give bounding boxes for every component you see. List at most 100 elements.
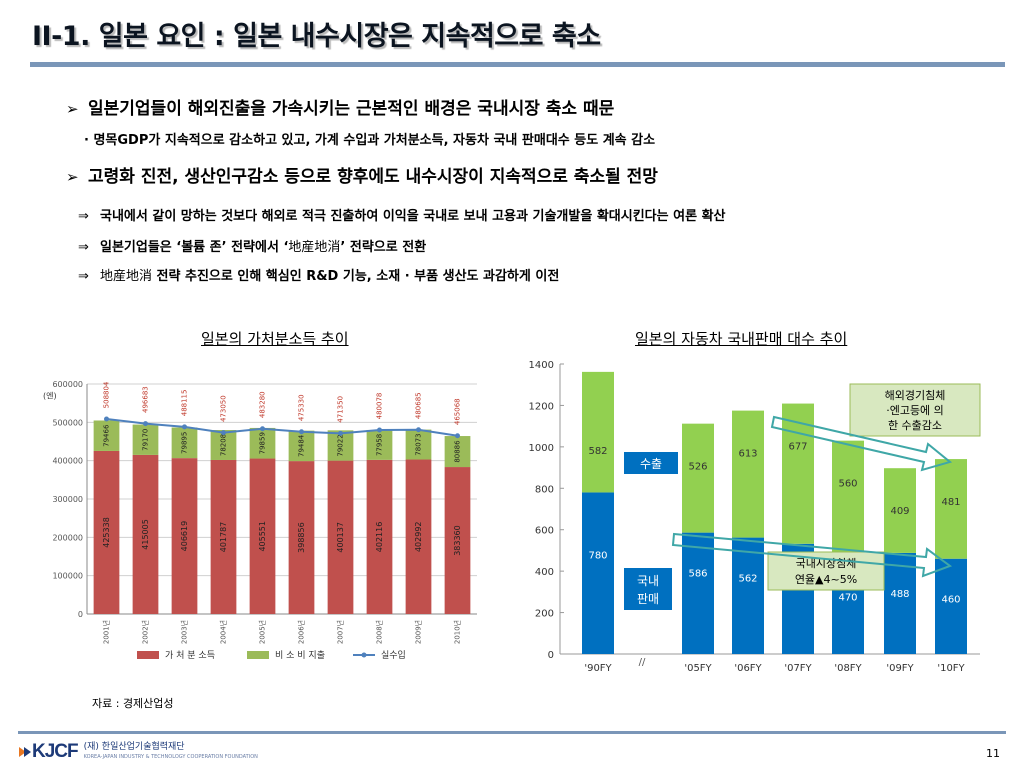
callout-domestic-line2: 연율▲4~5% xyxy=(795,573,857,586)
arrow-line-3: ⇒ 地産地消 전략 추진으로 인해 핵심인 R&D 기능, 소재 · 부품 생산도… xyxy=(78,265,559,284)
data-label-domestic-sales: 488 xyxy=(890,589,909,600)
bar-exports xyxy=(582,371,614,493)
callout-box-exports xyxy=(849,383,981,437)
bullet-1-text: 일본기업들이 해외진출을 가속시키는 근본적인 배경은 국내시장 축소 때문 xyxy=(88,99,615,119)
x-tick-label: '06FY xyxy=(734,663,762,674)
data-label-non-consumption: 77958 xyxy=(376,434,384,456)
data-label-disposable-income: 402116 xyxy=(375,522,384,553)
y-tick-label: 200 xyxy=(535,609,554,620)
real-income-point xyxy=(416,427,421,433)
arrow-line-2: ⇒ 일본기업들은 ‘볼륨 존’ 전략에서 ‘地産地消’ 전략으로 전환 xyxy=(78,236,426,255)
bar-non-consumption xyxy=(249,427,276,459)
data-label-disposable-income: 383360 xyxy=(453,525,462,556)
legend-label-disposable-income: 가 처 분 소득 xyxy=(165,649,215,661)
arrow-line-3-part-b: 전략 추진으로 인해 핵심인 R&D 기능, 소재 · 부품 생산도 과감하게 … xyxy=(152,269,560,284)
real-income-point xyxy=(143,421,148,427)
real-income-point xyxy=(299,429,304,435)
bar-disposable-income xyxy=(171,458,198,614)
kjcf-org-name-en: KOREA-JAPAN INDUSTRY & TECHNOLOGY COOPER… xyxy=(83,754,258,760)
bullet-arrow-icon: ➢ xyxy=(66,100,79,118)
data-label-disposable-income: 425338 xyxy=(102,517,111,548)
label-exports: 수출 xyxy=(640,457,662,471)
bar-non-consumption xyxy=(132,424,159,455)
y-tick-label: 200000 xyxy=(52,533,83,542)
bar-disposable-income xyxy=(327,460,354,614)
x-tick-label: 2007년 xyxy=(336,620,345,644)
bar-disposable-income xyxy=(249,458,276,614)
callout-exports-line3: 한 수출감소 xyxy=(888,419,942,432)
bullet-1-sub: · 명목GDP가 지속적으로 감소하고 있고, 가계 수입과 가처분소득, 자동… xyxy=(84,133,656,148)
data-label-real-income: 480078 xyxy=(376,393,384,420)
bar-domestic-sales xyxy=(682,532,714,654)
y-tick-label: 600000 xyxy=(52,380,83,389)
x-tick-label: 2005년 xyxy=(258,620,267,644)
data-label-real-income: 496683 xyxy=(142,386,150,413)
legend-label-non-consumption: 비 소 비 지출 xyxy=(275,650,325,661)
real-income-point xyxy=(221,430,226,436)
x-tick-label: 2010년 xyxy=(453,620,462,644)
x-tick-label: '10FY xyxy=(937,663,965,674)
kjcf-logo-icon xyxy=(19,747,31,757)
bullet-1: ➢ 일본기업들이 해외진출을 가속시키는 근본적인 배경은 국내시장 축소 때문 xyxy=(66,94,614,119)
y-tick-label: 800 xyxy=(535,484,554,495)
y-tick-label: 1000 xyxy=(529,443,554,454)
y-tick-label: 100000 xyxy=(52,572,83,581)
right-chart-title: 일본의 자동차 국내판매 대수 추이 xyxy=(635,330,848,348)
data-label-non-consumption: 79859 xyxy=(259,432,267,454)
axis-break-mark: // xyxy=(639,657,646,668)
x-tick-label: 2002년 xyxy=(141,620,150,644)
bar-non-consumption xyxy=(444,436,471,468)
trend-arrow-exports xyxy=(770,415,953,472)
data-label-exports: 582 xyxy=(588,446,607,457)
label-domestic-line2: 판매 xyxy=(637,592,659,606)
left-chart-title: 일본의 가처분소득 추이 xyxy=(201,330,349,348)
arrow-line-1: ⇒ 국내에서 같이 망하는 것보다 해외로 적극 진출하여 이익을 국내로 보내 … xyxy=(78,205,725,224)
label-box-exports xyxy=(624,452,678,474)
data-label-disposable-income: 400137 xyxy=(336,522,345,553)
data-label-disposable-income: 405551 xyxy=(258,521,267,552)
bar-domestic-sales xyxy=(935,558,967,654)
data-label-real-income: 465068 xyxy=(454,398,462,425)
bar-non-consumption xyxy=(366,429,393,460)
data-label-exports: 677 xyxy=(788,442,807,453)
car-sales-chart: 0 200 400 600 800 1000 1200 1400 780 582 '90FY 586 5… xyxy=(529,360,981,674)
data-label-domestic-sales: 780 xyxy=(588,550,607,561)
data-label-disposable-income: 402992 xyxy=(414,521,423,552)
implies-arrow-icon: ⇒ xyxy=(78,269,89,284)
bar-disposable-income xyxy=(288,461,315,614)
data-label-real-income: 473050 xyxy=(220,395,228,422)
data-label-domestic-sales: 562 xyxy=(738,574,757,585)
data-label-non-consumption: 79484 xyxy=(298,434,306,457)
real-income-point xyxy=(260,426,265,432)
trend-arrow-domestic xyxy=(671,532,953,578)
x-tick-label: '90FY xyxy=(584,663,612,674)
data-label-non-consumption: 78208 xyxy=(220,434,228,456)
source-note: 자료 : 경제산업성 xyxy=(92,697,174,710)
data-label-real-income: 488115 xyxy=(181,390,189,417)
bullet-arrow-icon: ➢ xyxy=(66,168,79,186)
kjcf-logo-text: KJCF xyxy=(32,741,79,762)
kjcf-org-name-ko: (재) 한일산업기술협력재단 xyxy=(83,742,185,752)
implies-arrow-icon: ⇒ xyxy=(78,209,89,224)
bar-disposable-income xyxy=(93,450,120,614)
x-tick-label: 2006년 xyxy=(297,620,306,644)
data-label-non-consumption: 80886 xyxy=(454,440,462,463)
bar-disposable-income xyxy=(444,467,471,614)
arrow-line-2-part-b: 地産地消 xyxy=(288,240,341,255)
page-title: II-1. 일본 요인 : 일본 내수시장은 지속적으로 축소 xyxy=(32,21,601,52)
data-label-disposable-income: 415005 xyxy=(141,519,150,550)
real-income-point xyxy=(338,430,343,436)
data-label-non-consumption: 79466 xyxy=(103,424,111,447)
data-label-domestic-sales: 470 xyxy=(838,593,857,604)
real-income-point xyxy=(182,424,187,430)
y-tick-label: 400 xyxy=(535,567,554,578)
x-tick-label: '09FY xyxy=(886,663,914,674)
bar-exports xyxy=(935,459,967,559)
callout-exports-line2: ·엔고등에 의 xyxy=(886,404,944,417)
x-tick-label: '07FY xyxy=(784,663,812,674)
data-label-real-income: 483280 xyxy=(259,391,267,418)
callout-exports-line1: 해외경기침체 xyxy=(885,388,946,402)
bar-exports xyxy=(732,410,764,538)
x-tick-label: 2001년 xyxy=(102,620,111,644)
bar-exports xyxy=(832,440,864,557)
